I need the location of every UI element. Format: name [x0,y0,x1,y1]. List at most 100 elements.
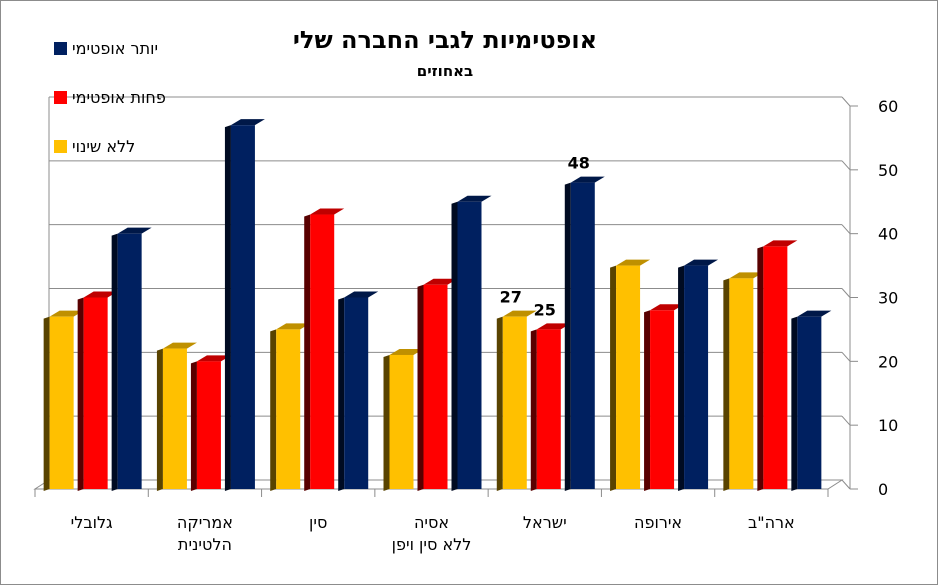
x-tick-label: הלטינית [178,535,232,554]
legend-label: ללא שינוי [72,137,135,156]
gridline-wall [841,288,851,298]
bar [338,291,379,491]
y-tick-label: 40 [878,225,898,244]
bar [530,323,571,491]
y-tick-label: 20 [878,352,898,371]
bar-side-shadow [496,316,503,491]
x-tick-label: אירופה [634,513,682,532]
bar-side-shadow [270,329,277,491]
y-tick-label: 50 [878,161,898,180]
data-label: 25 [534,300,556,319]
bar-front [83,297,108,489]
bar-front [650,310,675,489]
bar-top [276,323,311,330]
bar-side-shadow [644,310,651,491]
bar-side-shadow [678,265,685,491]
bar-top [49,310,84,317]
bar-side-shadow [304,214,311,491]
labels: 0 10 20 30 40 50 60 גלובלי אמריקה הלטינית סין אסיה ל… [71,97,899,554]
bar-top [797,310,832,317]
bar-top [616,259,651,266]
x-tick-label: ללא סין ויפן [392,535,472,554]
gridline-wall [841,96,851,107]
bar-front [457,201,482,489]
bar [496,310,537,491]
bar-front [310,214,335,489]
y-tick-label: 10 [878,416,898,435]
bar-front [162,348,187,489]
y-tick-label: 30 [878,289,898,308]
chart-title: אופטימיות לגבי החברה שלי [293,26,597,54]
legend-swatch [54,42,67,55]
bar-front [49,316,74,489]
bar-front [570,182,595,489]
bar-side-shadow [338,297,345,491]
bar-front [616,265,641,489]
bar-top [83,291,118,298]
bar-front [276,329,301,489]
bar-top [162,342,197,349]
bar [304,208,345,491]
bar-side-shadow [791,316,798,491]
bar-front [230,125,255,490]
bar-side-shadow [224,125,231,492]
gridline-wall [841,160,851,171]
y-tick-label: 60 [878,97,898,116]
bar [111,227,152,491]
chart-subtitle: באחוזים [417,62,473,80]
bar-side-shadow [43,316,50,491]
legend-swatch [54,91,67,104]
bar-side-shadow [77,297,84,491]
bar-side-shadow [564,182,571,491]
bar-side-shadow [610,265,617,491]
bar-top [344,291,379,298]
bar-front [117,233,142,489]
bar-side-shadow [383,354,390,491]
bar [190,355,231,491]
bar-side-shadow [417,284,424,491]
bar [791,310,832,491]
x-tick-label: אסיה [414,513,449,532]
bar [77,291,118,491]
legend-label: פחות אופטימי [72,88,166,107]
bar-front [684,265,709,489]
y-tick-label: 0 [878,480,888,499]
bar-top [423,278,458,285]
bar-front [763,246,788,489]
bar [644,304,685,491]
legend-label: יותר אופטימי [72,39,158,58]
bar [417,278,458,491]
bar-front [729,278,754,489]
bar [383,348,424,491]
x-tick-label: אמריקה [177,513,233,532]
bar [43,310,84,491]
bar-front [423,284,448,489]
bar-top [310,208,345,215]
bars [43,119,832,492]
bar-side-shadow [723,278,730,491]
bar-front [196,361,221,489]
x-tick-label: ישראל [523,513,567,532]
bar-top [729,272,764,279]
x-tick-label: סין [309,513,327,532]
bar-top [570,176,605,183]
x-tick-label: ארה"ב [748,513,795,532]
bar-front [536,329,561,489]
bar [270,323,311,491]
bar-top [684,259,719,266]
gridline-wall [841,224,851,234]
bar [610,259,651,491]
bar-front [797,316,822,489]
bar-top [650,304,685,311]
bar-side-shadow [156,348,163,491]
data-label: 27 [500,288,522,307]
bar [224,119,265,492]
bar-front [389,354,414,489]
bar-top [230,119,265,126]
gridline-wall [841,415,851,426]
bar-top [536,323,571,330]
bar [156,342,197,491]
bar-top [389,348,424,355]
bar-top [196,355,231,362]
